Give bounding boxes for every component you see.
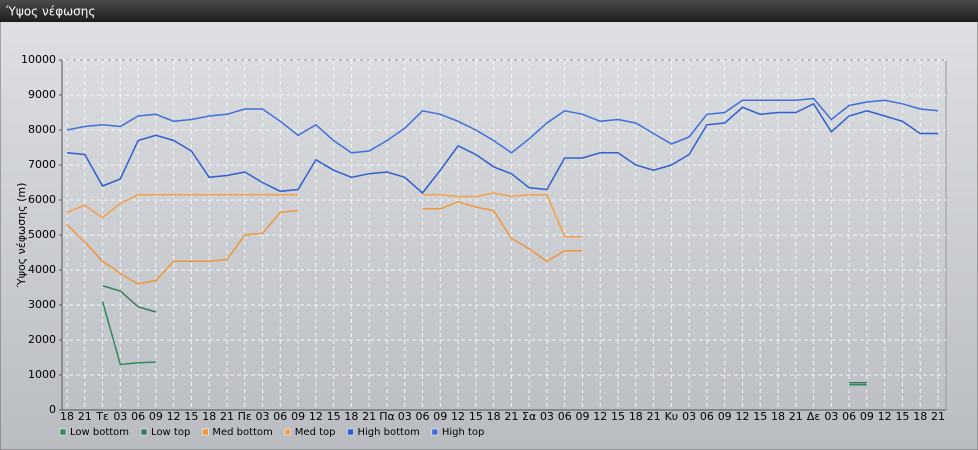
x-tick-label: 12 (878, 410, 892, 423)
x-tick-label: Σα (522, 410, 536, 423)
x-tick-label: 18 (629, 410, 643, 423)
x-tick-label: 06 (131, 410, 145, 423)
x-tick-label: 15 (327, 410, 341, 423)
series-line (66, 192, 583, 238)
legend-swatch (284, 428, 292, 436)
x-tick-label: 21 (78, 410, 92, 423)
x-tick-label: 03 (398, 410, 412, 423)
x-tick-label: 12 (309, 410, 323, 423)
window-title: Ύψος νέφωσης (5, 5, 95, 19)
legend-swatch (140, 428, 148, 436)
series-line (101, 301, 867, 386)
y-axis-label: Ύψος νέφωσης (m) (15, 183, 28, 289)
y-tick-label: 0 (49, 403, 56, 416)
y-tick-label: 8000 (28, 123, 56, 136)
legend-label: Low top (151, 427, 190, 438)
x-tick-label: 03 (113, 410, 127, 423)
x-tick-label: 18 (344, 410, 358, 423)
legend-label: Med top (295, 427, 336, 438)
x-tick-label: 06 (558, 410, 572, 423)
series-line (102, 285, 867, 384)
x-tick-label: 03 (824, 410, 838, 423)
series-line (66, 97, 939, 154)
legend-label: Med bottom (212, 427, 272, 438)
legend-swatch (202, 428, 209, 436)
y-tick-label: 10000 (21, 53, 56, 66)
x-tick-label: 21 (789, 410, 803, 423)
x-tick-label: 12 (735, 410, 749, 423)
x-tick-label: Κυ (665, 410, 679, 423)
x-tick-label: 06 (700, 410, 714, 423)
x-tick-label: 18 (913, 410, 927, 423)
x-tick-label: 18 (202, 410, 216, 423)
x-tick-label: 21 (931, 410, 945, 423)
x-tick-label: 12 (593, 410, 607, 423)
x-tick-label: 09 (433, 410, 447, 423)
y-tick-label: 1000 (28, 368, 56, 381)
x-tick-label: 12 (451, 410, 465, 423)
x-tick-label: 21 (220, 410, 234, 423)
x-tick-label: 18 (771, 410, 785, 423)
legend-label: High bottom (358, 427, 420, 438)
x-tick-label: 09 (149, 410, 163, 423)
y-tick-label: 3000 (28, 298, 56, 311)
y-tick-label: 6000 (28, 193, 56, 206)
x-tick-label: Πε (238, 410, 252, 423)
series-line (66, 102, 938, 195)
y-tick-label: 2000 (28, 333, 56, 346)
x-tick-label: 09 (575, 410, 589, 423)
x-tick-label: 15 (469, 410, 483, 423)
x-tick-label: Τε (95, 410, 109, 423)
x-tick-label: Δε (807, 410, 821, 423)
x-tick-label: 03 (540, 410, 554, 423)
y-tick-label: 7000 (28, 158, 56, 171)
x-tick-label: 21 (504, 410, 518, 423)
x-tick-label: 06 (842, 410, 856, 423)
x-tick-label: 18 (487, 410, 501, 423)
x-tick-label: 15 (895, 410, 909, 423)
x-tick-label: 09 (718, 410, 732, 423)
x-tick-label: 15 (753, 410, 767, 423)
x-tick-label: 21 (362, 410, 376, 423)
x-tick-label: 15 (611, 410, 625, 423)
legend-label: High top (442, 427, 485, 438)
legend-swatch (59, 428, 67, 436)
x-tick-label: 09 (860, 410, 874, 423)
x-tick-label: 06 (273, 410, 287, 423)
x-tick-label: 21 (647, 410, 661, 423)
legend-swatch (347, 428, 354, 436)
legend-label: Low bottom (70, 427, 129, 438)
x-tick-label: 03 (682, 410, 696, 423)
series-line (66, 201, 583, 285)
x-tick-label: Πα (379, 410, 395, 423)
title-bar (0, 0, 978, 22)
x-tick-label: 12 (167, 410, 181, 423)
x-tick-label: 15 (184, 410, 198, 423)
legend-swatch (431, 428, 439, 436)
y-tick-label: 4000 (28, 263, 56, 276)
x-tick-label: 18 (60, 410, 74, 423)
y-tick-label: 9000 (28, 88, 56, 101)
x-tick-label: 06 (416, 410, 430, 423)
y-tick-label: 5000 (28, 228, 56, 241)
x-tick-label: 03 (256, 410, 270, 423)
x-tick-label: 09 (291, 410, 305, 423)
